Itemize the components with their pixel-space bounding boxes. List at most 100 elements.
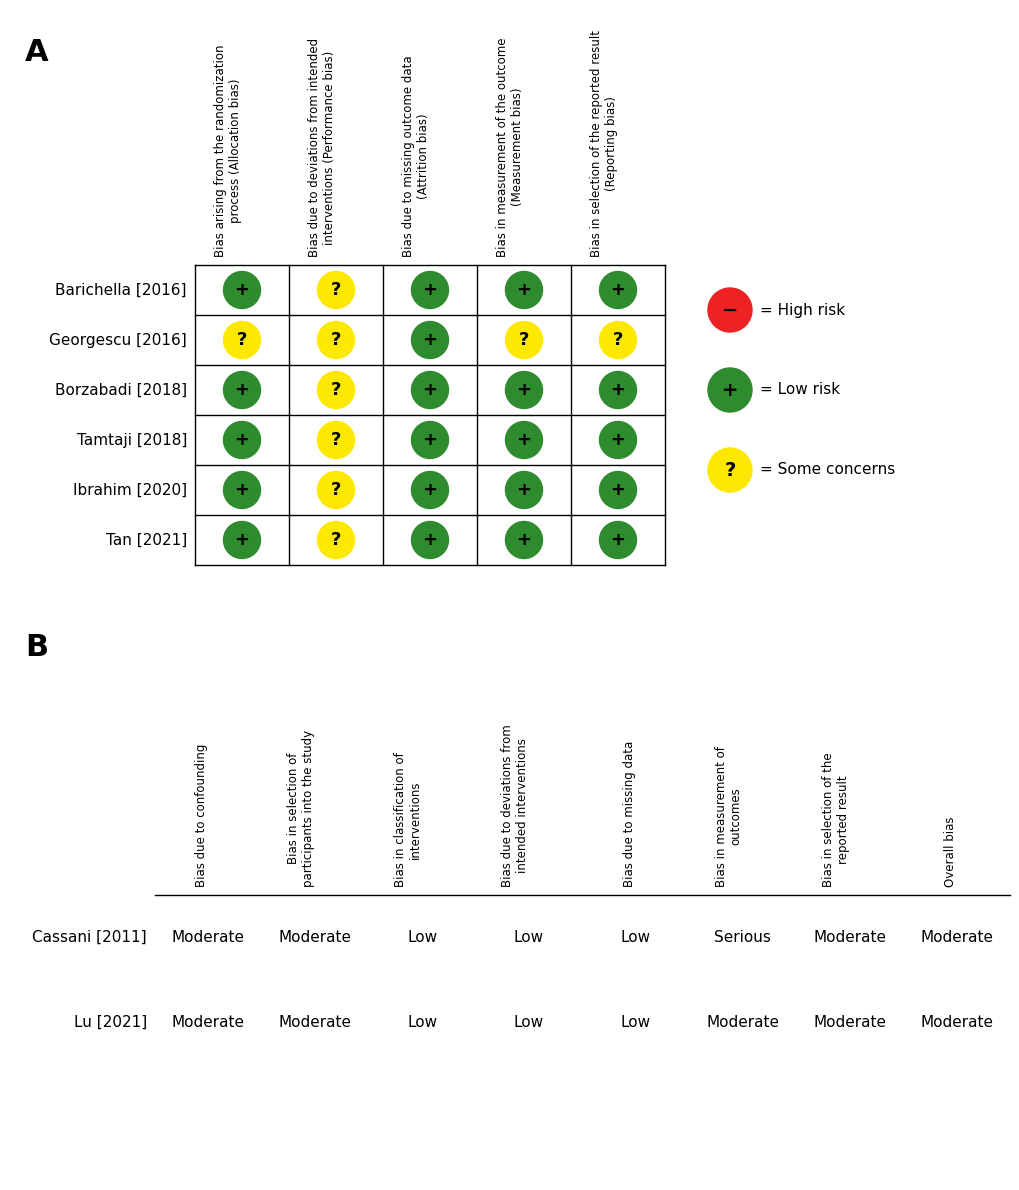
- Text: ?: ?: [236, 331, 247, 349]
- Text: Moderate: Moderate: [705, 1015, 779, 1031]
- Text: Low: Low: [407, 1015, 437, 1031]
- Text: +: +: [422, 281, 437, 299]
- Text: Moderate: Moderate: [812, 1015, 886, 1031]
- Circle shape: [317, 321, 355, 358]
- Circle shape: [599, 421, 636, 458]
- Circle shape: [317, 421, 355, 458]
- Circle shape: [505, 271, 542, 308]
- Text: +: +: [610, 481, 625, 499]
- Text: +: +: [234, 381, 250, 399]
- Circle shape: [223, 371, 260, 408]
- Text: Barichella [2016]: Barichella [2016]: [55, 282, 186, 298]
- Text: ?: ?: [330, 281, 340, 299]
- Text: Low: Low: [407, 931, 437, 945]
- Text: = Low risk: = Low risk: [759, 382, 840, 397]
- Text: +: +: [610, 381, 625, 399]
- Text: +: +: [234, 481, 250, 499]
- Circle shape: [317, 271, 355, 308]
- Circle shape: [505, 321, 542, 358]
- Circle shape: [599, 271, 636, 308]
- Circle shape: [411, 321, 448, 358]
- Circle shape: [707, 288, 751, 332]
- Circle shape: [599, 521, 636, 558]
- Text: Lu [2021]: Lu [2021]: [73, 1015, 147, 1031]
- Circle shape: [505, 471, 542, 508]
- Circle shape: [411, 271, 448, 308]
- Text: +: +: [422, 431, 437, 449]
- Text: Georgescu [2016]: Georgescu [2016]: [49, 332, 186, 347]
- Circle shape: [223, 271, 260, 308]
- Text: ?: ?: [330, 331, 340, 349]
- Text: +: +: [516, 531, 531, 549]
- Text: Ibrahim [2020]: Ibrahim [2020]: [72, 482, 186, 497]
- Text: Bias in measurement of the outcome
(Measurement bias): Bias in measurement of the outcome (Meas…: [495, 38, 524, 257]
- Text: Bias in selection of
participants into the study: Bias in selection of participants into t…: [287, 729, 315, 887]
- Text: Moderate: Moderate: [919, 1015, 993, 1031]
- Text: ?: ?: [330, 481, 340, 499]
- Text: +: +: [516, 381, 531, 399]
- Text: ?: ?: [612, 331, 623, 349]
- Text: Moderate: Moderate: [172, 1015, 245, 1031]
- Circle shape: [707, 368, 751, 412]
- Text: ?: ?: [723, 461, 735, 480]
- Text: Cassani [2011]: Cassani [2011]: [33, 931, 147, 945]
- Text: +: +: [610, 531, 625, 549]
- Text: Low: Low: [514, 1015, 543, 1031]
- Text: Bias due to missing data: Bias due to missing data: [623, 740, 635, 887]
- Text: Bias in selection of the reported result
(Reporting bias): Bias in selection of the reported result…: [589, 30, 618, 257]
- Text: Moderate: Moderate: [172, 931, 245, 945]
- Text: ?: ?: [330, 381, 340, 399]
- Text: A: A: [25, 38, 49, 67]
- Text: +: +: [234, 281, 250, 299]
- Text: = High risk: = High risk: [759, 302, 845, 318]
- Circle shape: [505, 371, 542, 408]
- Text: +: +: [422, 531, 437, 549]
- Circle shape: [411, 521, 448, 558]
- Circle shape: [223, 471, 260, 508]
- Text: Low: Low: [621, 931, 650, 945]
- Text: +: +: [234, 431, 250, 449]
- Circle shape: [411, 421, 448, 458]
- Text: Moderate: Moderate: [278, 1015, 352, 1031]
- Circle shape: [223, 321, 260, 358]
- Text: +: +: [516, 481, 531, 499]
- Circle shape: [505, 521, 542, 558]
- Circle shape: [223, 421, 260, 458]
- Text: +: +: [721, 381, 738, 400]
- Text: Tan [2021]: Tan [2021]: [106, 532, 186, 547]
- Circle shape: [599, 471, 636, 508]
- Text: Low: Low: [621, 1015, 650, 1031]
- Text: Borzabadi [2018]: Borzabadi [2018]: [55, 382, 186, 397]
- Text: Bias due to deviations from intended
interventions (Performance bias): Bias due to deviations from intended int…: [308, 38, 335, 257]
- Circle shape: [317, 471, 355, 508]
- Circle shape: [411, 471, 448, 508]
- Text: Bias arising from the randomization
process (Allocation bias): Bias arising from the randomization proc…: [214, 44, 242, 257]
- Text: +: +: [610, 431, 625, 449]
- Text: Moderate: Moderate: [278, 931, 352, 945]
- Text: Overall bias: Overall bias: [943, 816, 956, 887]
- Text: +: +: [610, 281, 625, 299]
- Circle shape: [599, 371, 636, 408]
- Circle shape: [411, 371, 448, 408]
- Text: +: +: [516, 281, 531, 299]
- Text: Tamtaji [2018]: Tamtaji [2018]: [76, 432, 186, 447]
- Circle shape: [223, 521, 260, 558]
- Text: Bias in measurement of
outcomes: Bias in measurement of outcomes: [714, 746, 742, 887]
- Circle shape: [707, 447, 751, 491]
- Text: Serious: Serious: [713, 931, 770, 945]
- Text: +: +: [516, 431, 531, 449]
- Text: +: +: [422, 331, 437, 349]
- Text: Moderate: Moderate: [919, 931, 993, 945]
- Text: Bias due to deviations from
intended interventions: Bias due to deviations from intended int…: [500, 725, 529, 887]
- Circle shape: [317, 371, 355, 408]
- Text: Moderate: Moderate: [812, 931, 886, 945]
- Text: = Some concerns: = Some concerns: [759, 463, 895, 477]
- Text: +: +: [422, 381, 437, 399]
- Text: ?: ?: [519, 331, 529, 349]
- Circle shape: [505, 421, 542, 458]
- Text: Low: Low: [514, 931, 543, 945]
- Text: Bias due to confounding: Bias due to confounding: [196, 744, 208, 887]
- Circle shape: [317, 521, 355, 558]
- Text: −: −: [721, 301, 738, 319]
- Text: B: B: [25, 633, 48, 662]
